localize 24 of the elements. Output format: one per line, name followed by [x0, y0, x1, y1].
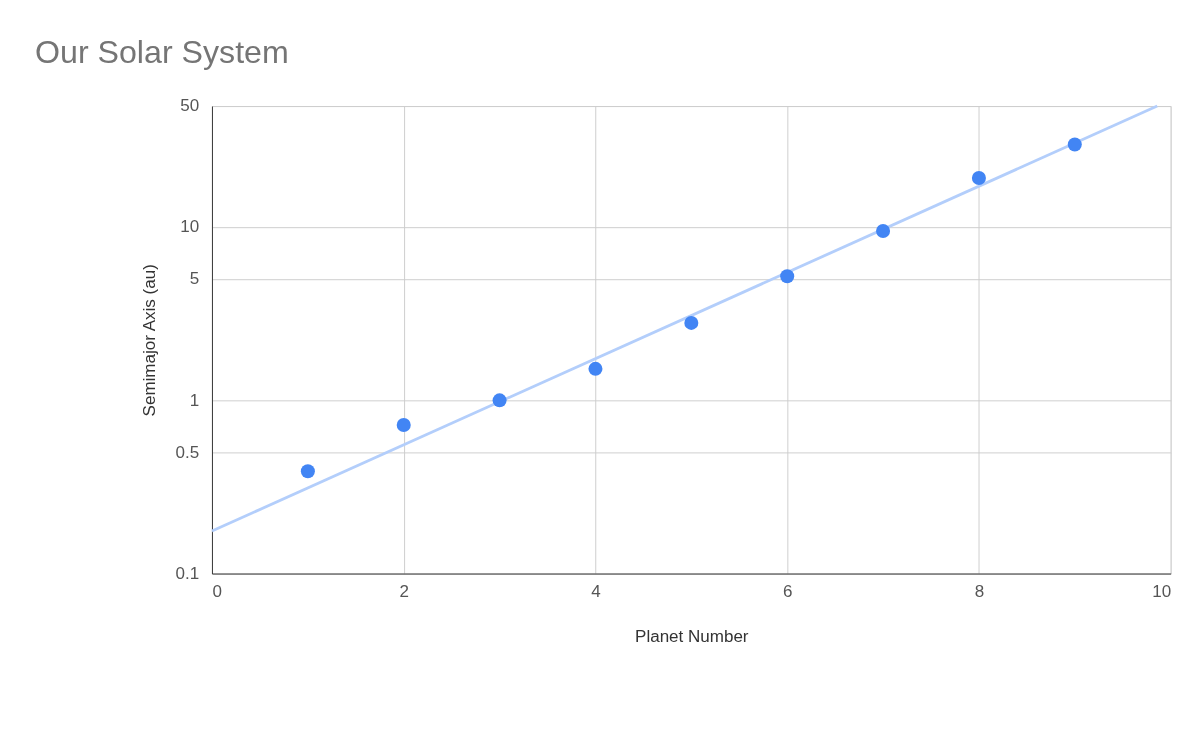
y-axis-title: Semimajor Axis (au) [139, 264, 159, 417]
x-tick-label: 10 [1152, 581, 1172, 601]
x-tick-label: 0 [212, 581, 222, 601]
point [780, 269, 795, 284]
chart-title: Our Solar System [34, 33, 289, 70]
point [300, 464, 315, 479]
y-tick-label: 50 [180, 96, 200, 116]
y-tick-label: 0.1 [175, 563, 200, 583]
y-tick-label: 0.5 [175, 442, 200, 462]
x-tick-label: 8 [974, 581, 985, 601]
point [971, 171, 986, 186]
y-tick-label: 1 [189, 390, 200, 410]
point [1067, 137, 1082, 152]
x-tick-label: 2 [399, 581, 409, 601]
y-tick-label: 5 [189, 269, 200, 289]
x-axis-title: Planet Number [635, 627, 749, 647]
x-tick-label: 4 [591, 581, 601, 601]
point [684, 315, 699, 330]
x-tick-label: 6 [782, 581, 793, 601]
y-tick-label: 10 [180, 217, 200, 237]
point [588, 361, 603, 376]
point [492, 393, 507, 408]
point [876, 223, 891, 238]
point [396, 418, 411, 433]
